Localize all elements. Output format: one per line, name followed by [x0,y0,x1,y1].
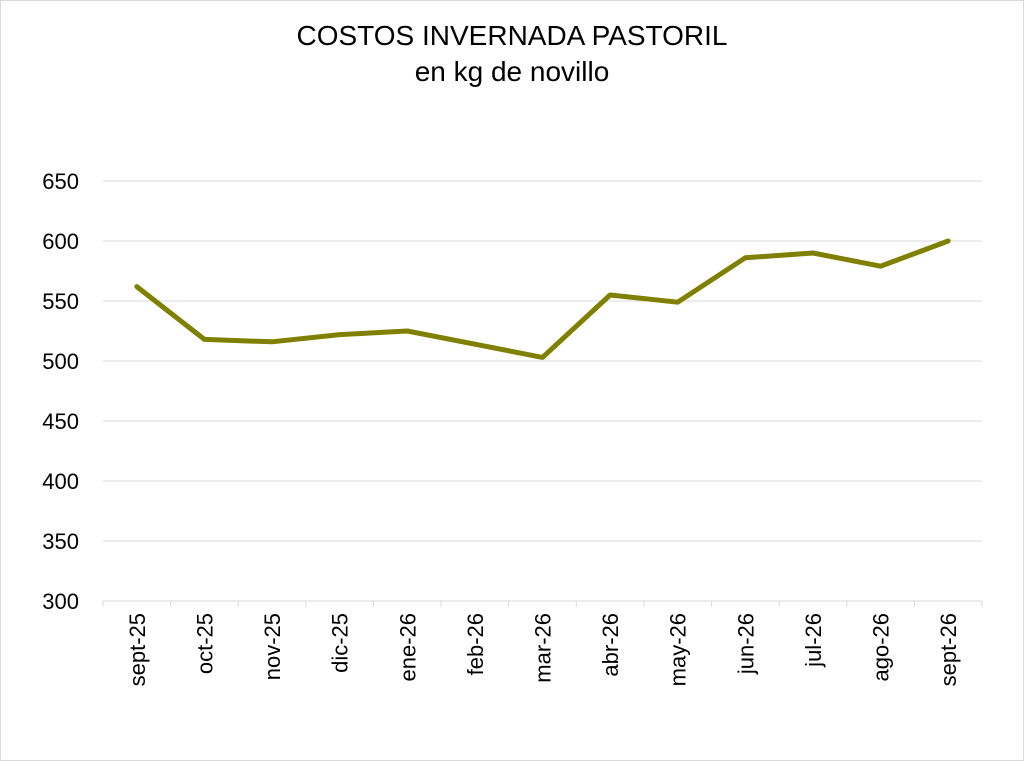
x-tick-label: sept-25 [125,613,150,686]
x-tick-label: ago-26 [869,613,894,682]
x-tick-label: nov-25 [260,613,285,680]
x-tick-label: jul-26 [801,613,826,668]
y-axis: 300 350 400 450 500 550 600 650 [42,169,79,614]
x-tick-label: may-26 [666,613,691,686]
y-tick-label: 400 [42,469,79,494]
chart-subtitle: en kg de novillo [414,56,610,87]
x-tick-label: sept-26 [936,613,961,686]
series-layer [134,238,951,360]
y-tick-label: 650 [42,169,79,194]
y-tick-label: 450 [42,409,79,434]
x-tick-label: dic-25 [328,613,353,673]
x-tick-label: oct-25 [192,613,217,674]
x-tick-label: feb-26 [463,613,488,675]
x-tick-label: ene-26 [395,613,420,682]
x-tick-label: mar-26 [531,613,556,683]
y-tick-label: 300 [42,589,79,614]
y-tick-label: 600 [42,229,79,254]
gridlines [103,180,982,542]
y-tick-label: 350 [42,529,79,554]
series-line [134,238,951,360]
x-tick-label: jun-26 [733,613,758,675]
y-tick-label: 500 [42,349,79,374]
x-axis: sept-25 oct-25 nov-25 dic-25 ene-26 feb-26 mar… [102,600,983,686]
chart-title: COSTOS INVERNADA PASTORIL [296,20,728,51]
y-tick-label: 550 [42,289,79,314]
x-tick-label: abr-26 [598,613,623,677]
